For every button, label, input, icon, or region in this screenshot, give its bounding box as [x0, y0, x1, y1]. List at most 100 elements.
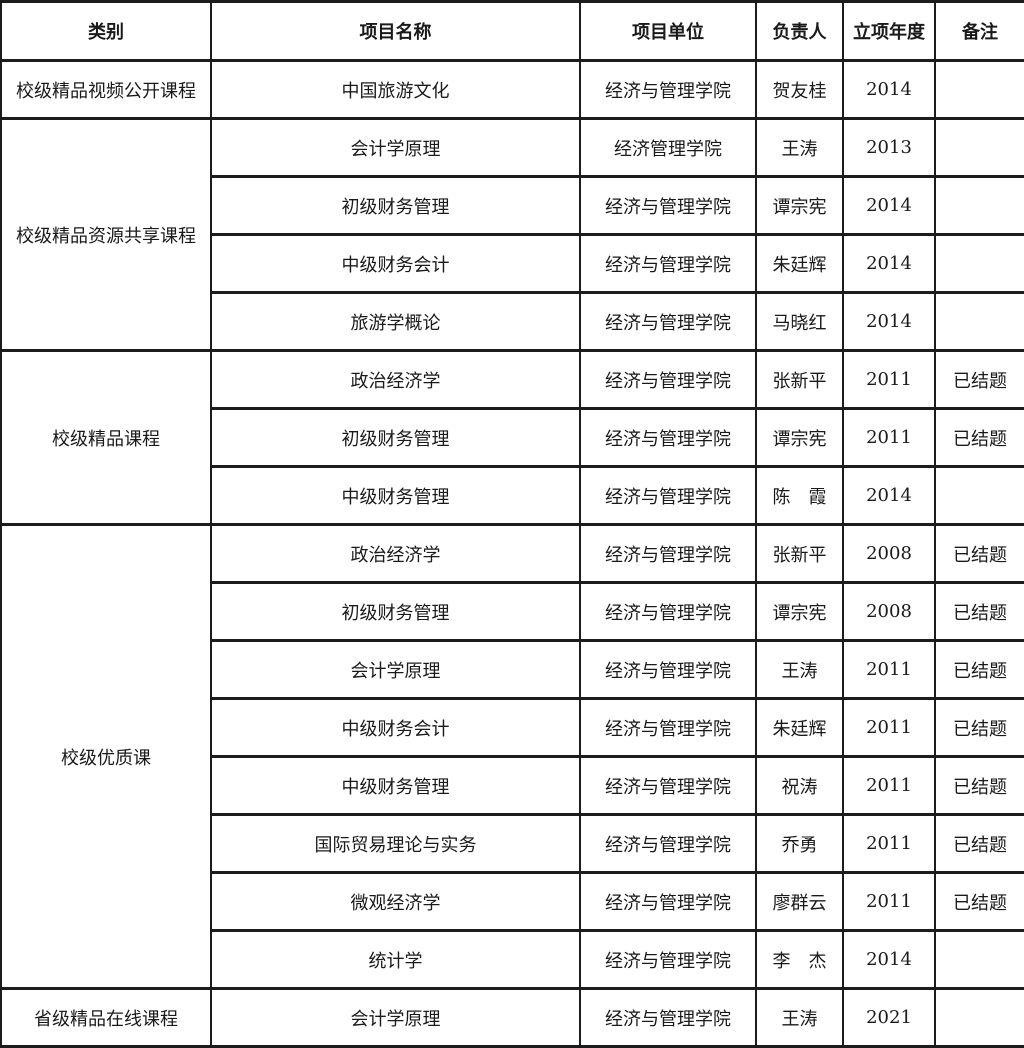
- table-row: 中级财务管理 经济与管理学院 祝涛 2011 已结题: [1, 755, 1024, 816]
- project-unit-cell: 经济与管理学院: [579, 871, 757, 932]
- project-name-cell: 会计学原理: [210, 639, 581, 700]
- year-cell: 2014: [842, 929, 936, 990]
- project-name-cell: 中国旅游文化: [210, 59, 581, 120]
- leader-cell: 王涛: [755, 987, 844, 1048]
- project-name-cell: 初级财务管理: [210, 175, 581, 236]
- year-cell: 2008: [842, 581, 936, 642]
- project-name-cell: 政治经济学: [210, 349, 581, 410]
- remark-cell: 已结题: [934, 349, 1024, 410]
- remark-cell: 已结题: [934, 871, 1024, 932]
- project-name-cell: 会计学原理: [210, 987, 581, 1048]
- table-row: 初级财务管理 经济与管理学院 谭宗宪 2014: [1, 175, 1024, 236]
- year-cell: 2014: [842, 465, 936, 526]
- year-cell: 2014: [842, 59, 936, 120]
- remark-cell: 已结题: [934, 639, 1024, 700]
- table-row: 微观经济学 经济与管理学院 廖群云 2011 已结题: [1, 871, 1024, 932]
- project-unit-cell: 经济与管理学院: [579, 697, 757, 758]
- remark-cell: 已结题: [934, 523, 1024, 584]
- remark-cell: [934, 175, 1024, 236]
- leader-cell: 朱廷辉: [755, 697, 844, 758]
- leader-cell: 王涛: [755, 117, 844, 178]
- project-unit-cell: 经济与管理学院: [579, 639, 757, 700]
- project-unit-cell: 经济与管理学院: [579, 59, 757, 120]
- table-row: 中级财务会计 经济与管理学院 朱廷辉 2014: [1, 233, 1024, 294]
- remark-cell: [934, 929, 1024, 990]
- table-header: 类别 项目名称 项目单位 负责人 立项年度 备注: [0, 0, 1024, 62]
- project-name-cell: 旅游学概论: [210, 291, 581, 352]
- table-row: 会计学原理 经济与管理学院 王涛 2011 已结题: [1, 639, 1024, 700]
- leader-cell: 朱廷辉: [755, 233, 844, 294]
- leader-cell: 张新平: [755, 523, 844, 584]
- remark-cell: 已结题: [934, 581, 1024, 642]
- year-cell: 2011: [842, 639, 936, 700]
- project-unit-cell: 经济与管理学院: [579, 929, 757, 990]
- leader-cell: 王涛: [755, 639, 844, 700]
- category-cell: 省级精品在线课程: [0, 987, 212, 1048]
- project-unit-cell: 经济与管理学院: [579, 175, 757, 236]
- year-cell: 2011: [842, 697, 936, 758]
- project-unit-cell: 经济与管理学院: [579, 523, 757, 584]
- project-unit-cell: 经济与管理学院: [579, 407, 757, 468]
- project-name-cell: 统计学: [210, 929, 581, 990]
- project-unit-cell: 经济与管理学院: [579, 581, 757, 642]
- leader-cell: 祝涛: [755, 755, 844, 816]
- category-cell: 校级精品资源共享课程: [0, 117, 212, 352]
- year-cell: 2011: [842, 755, 936, 816]
- leader-cell: 廖群云: [755, 871, 844, 932]
- project-name-cell: 中级财务会计: [210, 233, 581, 294]
- table-body: 校级精品视频公开课程 中国旅游文化 经济与管理学院 贺友桂 2014 校级精品资源共享课程…: [0, 59, 1024, 1048]
- project-unit-cell: 经济与管理学院: [579, 465, 757, 526]
- year-cell: 2011: [842, 813, 936, 874]
- table-row: 统计学 经济与管理学院李 杰 2014: [1, 929, 1024, 990]
- remark-cell: [934, 465, 1024, 526]
- remark-cell: [934, 233, 1024, 294]
- remark-cell: 已结题: [934, 697, 1024, 758]
- leader-cell: 谭宗宪: [755, 407, 844, 468]
- remark-cell: [934, 987, 1024, 1048]
- project-name-cell: 政治经济学: [210, 523, 581, 584]
- project-unit-cell: 经济与管理学院: [579, 813, 757, 874]
- category-cell: 校级优质课: [0, 523, 212, 990]
- table-row: 初级财务管理 经济与管理学院 谭宗宪 2011 已结题: [1, 407, 1024, 468]
- header-year: 立项年度: [842, 0, 936, 62]
- project-name-cell: 中级财务管理: [210, 755, 581, 816]
- table-row: 校级精品课程 政治经济学 经济与管理学院 张新平 2011 已结题: [0, 349, 1024, 526]
- year-cell: 2013: [842, 117, 936, 178]
- header-leader: 负责人: [755, 0, 844, 62]
- table-row: 校级精品视频公开课程 中国旅游文化 经济与管理学院 贺友桂 2014: [0, 59, 1024, 120]
- header-category: 类别: [0, 0, 212, 62]
- leader-cell: 张新平: [755, 349, 844, 410]
- table-row: 省级精品在线课程 会计学原理 经济与管理学院 王涛 2021: [0, 987, 1024, 1048]
- leader-cell: 乔勇: [755, 813, 844, 874]
- project-unit-cell: 经济与管理学院: [579, 755, 757, 816]
- remark-cell: [934, 291, 1024, 352]
- year-cell: 2008: [842, 523, 936, 584]
- year-cell: 2014: [842, 233, 936, 294]
- remark-cell: 已结题: [934, 813, 1024, 874]
- table-row: 初级财务管理 经济与管理学院 谭宗宪 2008 已结题: [1, 581, 1024, 642]
- project-name-cell: 微观经济学: [210, 871, 581, 932]
- header-project-unit: 项目单位: [579, 0, 757, 62]
- table-row: 中级财务管理 经济与管理学院陈 霞 2014: [1, 465, 1024, 526]
- project-name-cell: 中级财务会计: [210, 697, 581, 758]
- project-unit-cell: 经济管理学院: [579, 117, 757, 178]
- table-row: 国际贸易理论与实务 经济与管理学院 乔勇 2011 已结题: [1, 813, 1024, 874]
- project-unit-cell: 经济与管理学院: [579, 291, 757, 352]
- year-cell: 2021: [842, 987, 936, 1048]
- leader-cell: 谭宗宪: [755, 175, 844, 236]
- category-cell: 校级精品课程: [0, 349, 212, 526]
- table-row: 旅游学概论 经济与管理学院 马晓红 2014: [1, 291, 1024, 352]
- project-name-cell: 初级财务管理: [210, 581, 581, 642]
- year-cell: 2011: [842, 871, 936, 932]
- remark-cell: 已结题: [934, 755, 1024, 816]
- table-row: 中级财务会计 经济与管理学院 朱廷辉 2011 已结题: [1, 697, 1024, 758]
- remark-cell: [934, 117, 1024, 178]
- table-row: 校级精品资源共享课程 会计学原理 经济管理学院 王涛 2013: [0, 117, 1024, 352]
- year-cell: 2014: [842, 291, 936, 352]
- leader-cell: 李 杰: [755, 929, 844, 990]
- project-unit-cell: 经济与管理学院: [579, 349, 757, 410]
- leader-cell: 陈 霞: [755, 465, 844, 526]
- project-unit-cell: 经济与管理学院: [579, 987, 757, 1048]
- project-name-cell: 会计学原理: [210, 117, 581, 178]
- project-name-cell: 初级财务管理: [210, 407, 581, 468]
